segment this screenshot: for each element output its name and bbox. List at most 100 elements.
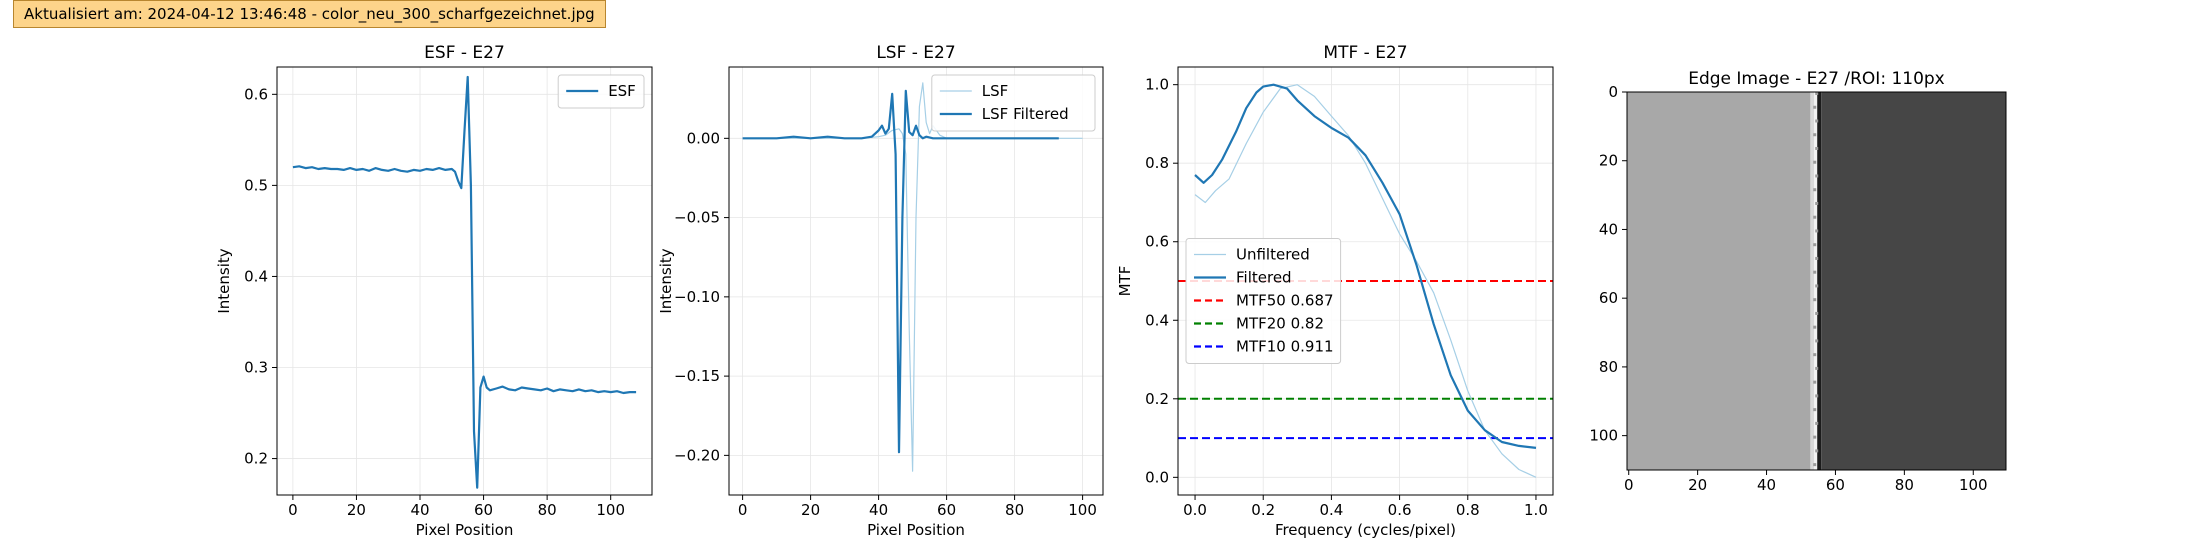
x-tick-label: 60 [1826,476,1845,494]
y-axis-label: Intensity [657,248,675,313]
y-tick-label: 1.0 [1145,76,1169,94]
chart-title: Edge Image - E27 /ROI: 110px [1688,69,1945,89]
x-tick-label: 40 [1757,476,1776,494]
image-edge-pixel [1815,229,1819,233]
legend: LSF LSF Filtered [931,74,1096,132]
chart-2: 0 20 40 60 80 100 0.00 −0.05 −0.10 −0.15 −0.20 LSF … [657,43,1104,539]
y-tick-label: 0.6 [244,85,268,103]
chart-4: 0 20 40 60 80 100 0 20 40 60 80 100 Edge Image - E27… [1589,69,2007,494]
x-tick-label: 40 [869,501,888,519]
image-edge-pixel [1813,435,1817,439]
y-tick-label: 0.8 [1145,154,1169,172]
image-frame [1626,91,2007,471]
axes-frame [728,66,1104,496]
axes-frame [1177,66,1554,496]
x-tick-label: 20 [1688,476,1707,494]
x-tick-label: 0.8 [1456,501,1480,519]
image-edge-pixel [1815,92,1819,95]
image-edge-pixel [1813,105,1817,109]
y-tick-label: 0.00 [687,129,720,147]
legend-box [931,74,1096,132]
x-tick-label: 40 [410,501,429,519]
x-tick-label: 100 [1959,476,1988,494]
image-edge-pixel [1815,339,1819,343]
series-line [1194,83,1537,449]
image-edge-dark [1817,92,1822,470]
status-bar: Aktualisiert am: 2024-04-12 13:46:48 - c… [13,0,606,28]
x-axis-label: Pixel Position [867,521,965,539]
image-edge-pixel [1815,421,1819,425]
y-tick-label: 0 [1608,83,1618,101]
x-tick-label: 100 [1068,501,1097,519]
y-axis-label: Intensity [215,248,233,313]
legend: Unfiltered Filtered MTF50 0.687 MTF20 0.82 M… [1185,238,1342,364]
image-edge-pixel [1813,243,1817,247]
image-bright-region [1627,92,1813,470]
series-line [1194,84,1537,478]
x-tick-label: 100 [596,501,625,519]
image-edge-pixel [1815,119,1819,123]
image-edge-pixel [1813,408,1817,412]
series-line [742,82,1083,472]
y-tick-label: 40 [1599,220,1618,238]
legend-box [1185,238,1342,364]
y-axis-label: MTF [1116,266,1134,297]
x-tick-label: 20 [801,501,820,519]
y-tick-label: −0.15 [674,367,720,385]
image-edge-pixel [1813,463,1817,467]
x-tick-label: 20 [347,501,366,519]
legend-label: MTF20 0.82 [1236,315,1324,333]
y-tick-label: 0.5 [244,176,268,194]
image-edge-pixel [1815,449,1819,453]
series-line [292,75,637,489]
image-edge-highlight [1814,92,1818,470]
x-tick-label: 60 [474,501,493,519]
x-tick-label: 80 [1895,476,1914,494]
legend-box [557,74,645,109]
chart-title: LSF - E27 [876,43,955,63]
chart-1: 0 20 40 60 80 100 0.2 0.3 0.4 0.5 0.6 ESF - E27 Pixe… [215,43,653,539]
image-edge-pixel [1813,215,1817,219]
legend-label: MTF50 0.687 [1236,292,1334,310]
image-edge-pixel [1815,174,1819,178]
y-tick-label: 0.4 [1145,311,1169,329]
image-edge-pixel [1815,284,1819,288]
chart-3: 0.0 0.2 0.4 0.6 0.8 1.0 0.0 0.2 0.4 0.6 0.8 1.0 MTF … [1116,43,1554,539]
image-edge-pixel [1813,380,1817,384]
y-tick-label: 80 [1599,358,1618,376]
image-edge-pixel [1815,311,1819,315]
image-edge-pixel [1813,325,1817,329]
image-edge-pixel [1813,270,1817,274]
chart-title: MTF - E27 [1323,43,1407,63]
y-tick-label: 60 [1599,289,1618,307]
legend-label: Filtered [1236,269,1292,287]
image-dark-region [1821,92,2006,470]
chart-title: ESF - E27 [424,43,505,63]
legend-label: LSF Filtered [982,105,1069,123]
image-edge-pixel [1815,146,1819,150]
x-tick-label: 0.2 [1251,501,1275,519]
y-tick-label: −0.20 [674,446,720,464]
image-edge-pixel [1813,188,1817,192]
image-edge-pixel [1813,353,1817,357]
x-axis-label: Frequency (cycles/pixel) [1275,521,1456,539]
y-tick-label: −0.05 [674,209,720,227]
x-tick-label: 80 [538,501,557,519]
x-tick-label: 0 [738,501,748,519]
y-tick-label: −0.10 [674,288,720,306]
x-axis-label: Pixel Position [416,521,514,539]
y-tick-label: 0.4 [244,267,268,285]
legend-label: LSF [982,82,1009,100]
x-tick-label: 60 [937,501,956,519]
x-tick-label: 0 [1624,476,1634,494]
axes-frame [276,66,653,496]
y-tick-label: 0.0 [1145,468,1169,486]
y-tick-label: 20 [1599,152,1618,170]
image-edge-pixel [1815,256,1819,260]
series-line [742,89,1059,454]
image-edge-halo-left [1810,92,1815,470]
x-tick-label: 0.0 [1183,501,1207,519]
y-tick-label: 0.3 [244,359,268,377]
legend-label: MTF10 0.911 [1236,338,1334,356]
image-edge-pixel [1813,160,1817,164]
